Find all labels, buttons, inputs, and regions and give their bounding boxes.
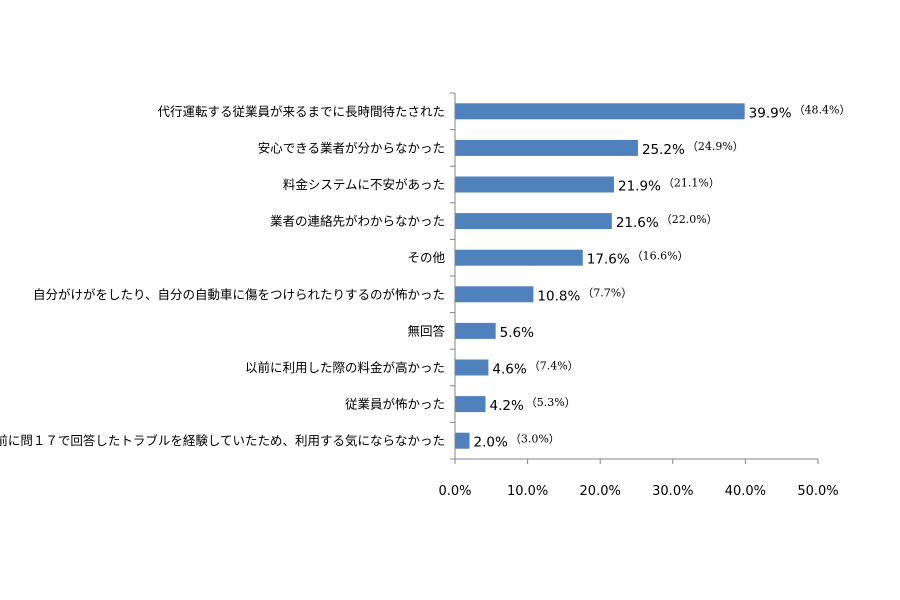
data-label: 4.6%	[492, 362, 526, 378]
data-label: 4.2%	[489, 398, 523, 414]
category-label: 自分がけがをしたり、自分の自動車に傷をつけられたりするのが怖かった	[33, 287, 445, 302]
bar	[455, 432, 470, 449]
previous-value-label: （5.3%）	[526, 396, 576, 409]
previous-value-label: （16.6%）	[632, 250, 689, 263]
bar	[455, 176, 614, 193]
data-label: 39.9%	[749, 105, 792, 121]
category-label: 無回答	[407, 323, 445, 338]
bar	[455, 359, 489, 376]
category-label: 以前に問１７で回答したトラブルを経験していたため、利用する気にならなかった	[0, 433, 445, 448]
x-tick-label: 0.0%	[438, 484, 471, 499]
bar	[455, 139, 638, 156]
category-label: 以前に利用した際の料金が高かった	[245, 360, 445, 375]
x-tick-label: 20.0%	[580, 484, 621, 499]
bar	[455, 286, 534, 303]
previous-value-label: （48.4%）	[794, 103, 851, 116]
bar	[455, 322, 496, 339]
category-label: 代行運転する従業員が来るまでに長時間待たされた	[157, 104, 445, 119]
bar	[455, 396, 486, 413]
x-tick-label: 50.0%	[797, 484, 838, 499]
category-label: 料金システムに不安があった	[283, 177, 445, 192]
data-label: 17.6%	[587, 252, 630, 268]
bar	[455, 213, 612, 230]
category-label: 安心できる業者が分からなかった	[258, 140, 445, 155]
category-label: 業者の連絡先がわからなかった	[270, 214, 445, 229]
previous-value-label: （7.4%）	[529, 360, 579, 373]
previous-value-label: （7.7%）	[582, 286, 632, 299]
data-label: 10.8%	[537, 288, 580, 304]
bars	[455, 103, 745, 449]
bar	[455, 249, 583, 266]
bar	[455, 103, 745, 120]
previous-value-label: （24.9%）	[687, 140, 744, 153]
data-label: 2.0%	[474, 435, 508, 451]
previous-value-label: （3.0%）	[510, 433, 560, 446]
value-labels: 39.9% 25.2% 21.9% 21.6% 17.6% 10.8% 5.6% 4.6% 4.…	[474, 105, 792, 450]
data-label: 5.6%	[500, 325, 534, 341]
category-labels: 代行運転する従業員が来るまでに長時間待たされた安心できる業者が分からなかった料金…	[0, 104, 445, 448]
axes	[450, 92, 819, 464]
x-tick-label: 40.0%	[725, 484, 766, 499]
category-label: その他	[407, 250, 445, 265]
data-label: 21.6%	[616, 215, 659, 231]
data-label: 25.2%	[642, 142, 685, 158]
x-tick-label: 10.0%	[507, 484, 548, 499]
previous-value-labels: （48.4%） （24.9%） （21.1%） （22.0%） （16.6%） （7.7%…	[510, 103, 851, 445]
category-label: 従業員が怖かった	[345, 397, 445, 412]
x-tick-label: 30.0%	[652, 484, 693, 499]
previous-value-label: （21.1%）	[663, 177, 720, 190]
previous-value-label: （22.0%）	[661, 213, 718, 226]
data-label: 21.9%	[618, 179, 661, 195]
x-tick-labels: 0.0% 10.0% 20.0% 30.0% 40.0% 50.0%	[438, 484, 838, 499]
